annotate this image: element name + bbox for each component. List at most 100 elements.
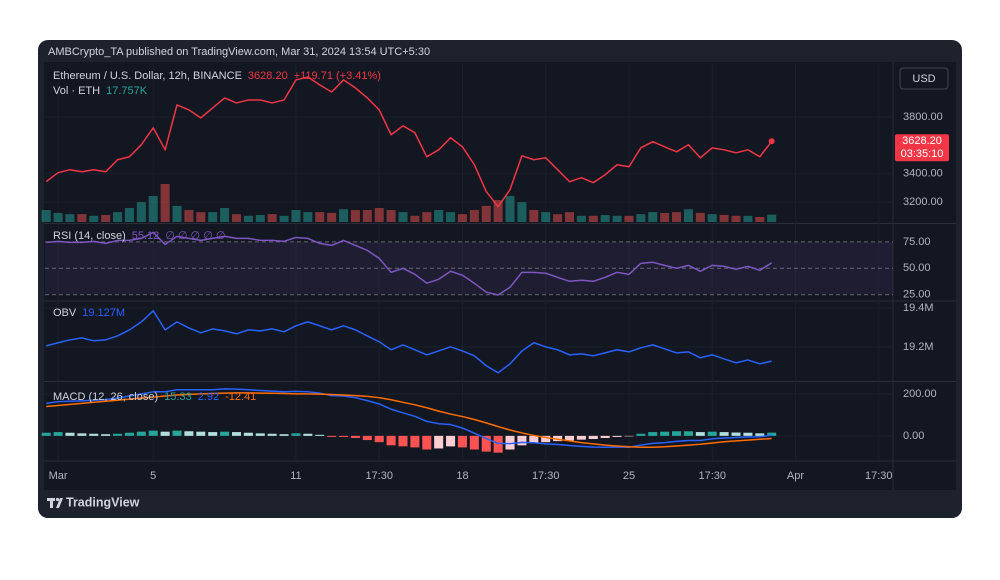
histogram-bar xyxy=(231,432,242,436)
volume-bar xyxy=(576,215,586,222)
histogram-bar xyxy=(255,433,265,436)
histogram-bar xyxy=(89,433,99,436)
volume-bar xyxy=(398,212,408,222)
histogram-bar xyxy=(446,435,456,447)
volume-bar xyxy=(529,210,539,222)
volume-bar xyxy=(53,212,63,222)
histogram-bar xyxy=(291,433,301,436)
histogram-bar xyxy=(755,433,765,436)
x-tick-label: Mar xyxy=(49,470,68,482)
legend-text: 15.33 xyxy=(164,391,192,403)
volume-bar xyxy=(77,214,87,222)
x-tick-label: 5 xyxy=(150,470,156,482)
legend-text: 2.92 xyxy=(198,391,219,403)
y-tick-label: 75.00 xyxy=(903,236,931,248)
legend-text: ∅ ∅ ∅ ∅ ∅ xyxy=(165,230,225,242)
series-line xyxy=(46,392,772,448)
histogram-bar xyxy=(136,431,146,436)
volume-bar xyxy=(588,215,598,222)
volume-bar xyxy=(481,205,491,222)
y-tick-label: 0.00 xyxy=(903,430,924,442)
volume-bar xyxy=(469,210,479,222)
price-tag-countdown: 03:35:10 xyxy=(901,148,944,160)
x-tick-label: 17:30 xyxy=(698,470,726,482)
histogram-bar xyxy=(636,433,646,436)
volume-bar xyxy=(636,214,646,222)
histogram-bar xyxy=(53,432,63,436)
series-line xyxy=(45,76,773,208)
brand-logo[interactable] xyxy=(47,497,63,508)
x-tick-label: 11 xyxy=(290,470,301,482)
volume-bar xyxy=(434,210,444,222)
volume-bar xyxy=(339,209,349,222)
histogram-bar xyxy=(220,431,230,436)
histogram-bar xyxy=(410,435,420,448)
volume-bar xyxy=(160,183,170,222)
x-tick-label: 17:30 xyxy=(865,470,893,482)
volume-bar xyxy=(327,212,337,222)
histogram-bar xyxy=(481,435,491,452)
histogram-bar xyxy=(564,435,575,441)
volume-bar xyxy=(220,207,230,222)
legend-text: Vol · ETH xyxy=(53,85,100,97)
volume-bar xyxy=(279,215,289,222)
legend-text: Ethereum / U.S. Dollar, 12h, BINANCE xyxy=(53,70,242,82)
volume-bar xyxy=(148,195,158,222)
histogram-bar xyxy=(113,433,123,436)
histogram-bar xyxy=(327,435,337,437)
histogram-bar xyxy=(279,434,289,436)
histogram-bar xyxy=(648,432,658,436)
histogram-bar xyxy=(517,435,527,446)
histogram-bar xyxy=(695,432,705,436)
volume-bar xyxy=(291,210,301,222)
logo-part xyxy=(55,497,60,502)
x-tick-label: 18 xyxy=(456,470,468,482)
histogram-bar xyxy=(267,433,277,436)
volume-bar xyxy=(672,212,682,222)
volume-bar xyxy=(303,212,313,222)
legend-text: 19.127M xyxy=(82,307,125,319)
series-line xyxy=(46,388,772,448)
histogram-bar xyxy=(505,435,515,450)
volume-bar xyxy=(184,210,194,222)
histogram-bar xyxy=(529,435,539,444)
histogram-bar xyxy=(422,435,432,450)
volume-bar xyxy=(255,214,265,222)
histogram-bar xyxy=(624,435,634,437)
logo-part xyxy=(56,498,63,508)
histogram-bar xyxy=(731,432,741,436)
volume-bar xyxy=(564,212,575,222)
publish-header: AMBCrypto_TA published on TradingView.co… xyxy=(48,46,430,58)
legend-text: OBV xyxy=(53,307,77,319)
histogram-bar xyxy=(398,435,408,447)
volume-bar xyxy=(124,207,134,222)
histogram-bar xyxy=(362,435,372,441)
histogram-bar xyxy=(672,431,682,436)
y-tick-label: 3200.00 xyxy=(903,196,943,208)
histogram-bar xyxy=(41,432,51,436)
chart-area xyxy=(44,62,956,490)
last-price-dot xyxy=(768,138,775,145)
histogram-bar xyxy=(743,432,753,436)
histogram-bar xyxy=(767,432,777,436)
y-tick-label: 25.00 xyxy=(903,289,931,301)
histogram-bar xyxy=(124,432,134,436)
histogram-bar xyxy=(101,434,111,436)
volume-bar xyxy=(624,215,634,222)
legend-text: 17.757K xyxy=(106,85,148,97)
histogram-bar xyxy=(196,431,206,436)
histogram-bar xyxy=(208,432,218,436)
legend-text: 55.12 xyxy=(132,230,160,242)
brand-name[interactable]: TradingView xyxy=(66,495,140,509)
volume-bar xyxy=(600,214,610,222)
histogram-bar xyxy=(493,435,503,453)
histogram-bar xyxy=(660,431,670,436)
x-tick-label: 17:30 xyxy=(365,470,393,482)
currency-label[interactable]: USD xyxy=(912,73,935,85)
x-tick-label: Apr xyxy=(787,470,804,482)
histogram-bar xyxy=(65,432,75,436)
volume-bar xyxy=(505,195,515,222)
histogram-bar xyxy=(457,435,467,448)
currency-button[interactable] xyxy=(899,67,949,90)
